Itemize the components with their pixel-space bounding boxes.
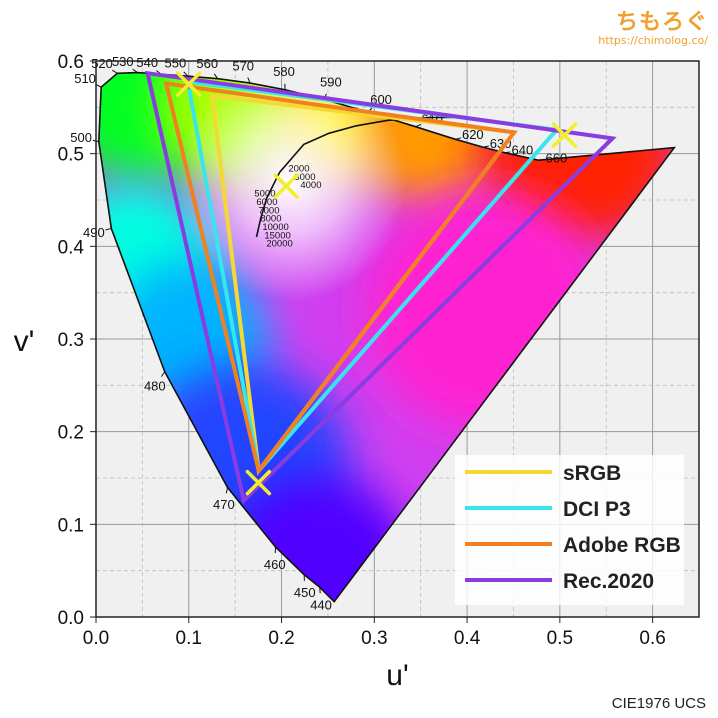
gamut-adobe-rgb bbox=[163, 81, 518, 476]
y-tick-label: 0.5 bbox=[58, 145, 84, 166]
x-tick-label: 0.4 bbox=[454, 628, 481, 649]
wavelength-tick bbox=[247, 77, 251, 84]
wavelength-label: 480 bbox=[144, 379, 166, 394]
wavelength-tick bbox=[105, 227, 112, 231]
cct-label: 5000 bbox=[254, 189, 275, 200]
legend-label: Rec.2020 bbox=[563, 570, 654, 593]
x-tick-label: 0.2 bbox=[268, 628, 294, 649]
y-tick-label: 0.3 bbox=[58, 330, 84, 351]
wavelength-label: 630 bbox=[490, 136, 512, 151]
brand-url: https://chimolog.co/ bbox=[598, 34, 708, 47]
wavelength-tick bbox=[504, 151, 511, 154]
wavelength-label: 450 bbox=[294, 585, 316, 600]
legend-label: DCI P3 bbox=[563, 498, 631, 521]
marker-stroke bbox=[273, 173, 299, 199]
measured-x-marker bbox=[273, 173, 299, 199]
measured-x-marker bbox=[551, 122, 578, 148]
wavelength-label: 500 bbox=[70, 130, 92, 145]
brand-logo: ちもろぐ bbox=[615, 10, 708, 35]
x-axis-label: u' bbox=[386, 659, 408, 692]
x-tick-label: 0.1 bbox=[176, 628, 202, 649]
y-tick-label: 0.6 bbox=[58, 52, 84, 73]
legend-label: sRGB bbox=[563, 462, 621, 485]
y-axis-label: v' bbox=[14, 325, 35, 358]
marker-stroke bbox=[551, 122, 578, 148]
x-tick-label: 0.0 bbox=[83, 628, 109, 649]
wavelength-label: 460 bbox=[264, 557, 286, 572]
wavelength-tick bbox=[415, 123, 422, 128]
wavelength-label: 620 bbox=[462, 127, 484, 142]
wavelength-tick bbox=[482, 145, 489, 148]
cct-label: 10000 bbox=[262, 222, 288, 233]
wavelength-label: 440 bbox=[310, 597, 332, 612]
gamut-rec-2020 bbox=[145, 70, 617, 505]
wavelength-label: 510 bbox=[74, 71, 96, 86]
color-blob bbox=[223, 475, 414, 602]
wavelength-label: 490 bbox=[83, 225, 105, 240]
wavelength-label: 540 bbox=[136, 55, 158, 70]
measured-x-marker bbox=[176, 71, 202, 97]
diagram-caption: CIE1976 UCS bbox=[611, 695, 706, 712]
wavelength-tick bbox=[183, 71, 189, 77]
cct-label: 3000 bbox=[294, 172, 315, 183]
wavelength-label: 560 bbox=[196, 56, 218, 71]
cct-label: 6000 bbox=[256, 197, 277, 208]
y-tick-label: 0.2 bbox=[58, 423, 84, 444]
wavelength-label: 640 bbox=[512, 142, 534, 157]
gamut-triangles bbox=[145, 70, 617, 505]
wavelength-label: 660 bbox=[545, 151, 567, 166]
wavelength-label: 590 bbox=[320, 75, 342, 90]
wavelength-label: 570 bbox=[232, 59, 254, 74]
wavelength-tick bbox=[161, 371, 166, 377]
axes: 0.0 0.1 0.2 0.3 0.4 0.5 0.6 0.0 0.1 0.2 0.3 0.4 0.5 0… bbox=[14, 52, 666, 692]
brand: ちもろぐ https://chimolog.co/ bbox=[598, 4, 708, 47]
y-tick-label: 0.4 bbox=[58, 237, 85, 258]
wavelength-label: 470 bbox=[213, 497, 235, 512]
cct-label: 2000 bbox=[288, 164, 309, 175]
wavelength-tick bbox=[213, 73, 219, 79]
legend: sRGB DCI P3 Adobe RGB Rec.2020 bbox=[455, 455, 684, 605]
wavelength-tick bbox=[538, 159, 545, 161]
wavelength-label: 550 bbox=[165, 55, 187, 70]
wavelength-label: 580 bbox=[273, 64, 295, 79]
measured-x-marker bbox=[245, 469, 272, 496]
wavelength-tick bbox=[132, 68, 138, 73]
wavelength-tick bbox=[225, 487, 229, 494]
cct-label: 20000 bbox=[266, 239, 292, 250]
cct-label: 15000 bbox=[264, 230, 290, 241]
legend-label: Adobe RGB bbox=[563, 534, 681, 557]
x-tick-label: 0.5 bbox=[547, 628, 573, 649]
cct-label: 7000 bbox=[258, 205, 279, 216]
wavelength-tick bbox=[455, 137, 462, 140]
wavelength-tick bbox=[111, 69, 118, 74]
marker-stroke bbox=[176, 71, 202, 97]
cct-label: 8000 bbox=[260, 214, 281, 225]
marker-stroke bbox=[245, 469, 272, 496]
x-tick-label: 0.6 bbox=[639, 628, 665, 649]
cct-label: 4000 bbox=[300, 180, 321, 191]
wavelength-label: 600 bbox=[370, 92, 392, 107]
wavelength-label: 520 bbox=[91, 56, 113, 71]
y-tick-label: 0.1 bbox=[58, 515, 84, 536]
y-tick-label: 0.0 bbox=[58, 608, 84, 629]
measured-markers bbox=[176, 71, 578, 496]
x-tick-label: 0.3 bbox=[361, 628, 387, 649]
